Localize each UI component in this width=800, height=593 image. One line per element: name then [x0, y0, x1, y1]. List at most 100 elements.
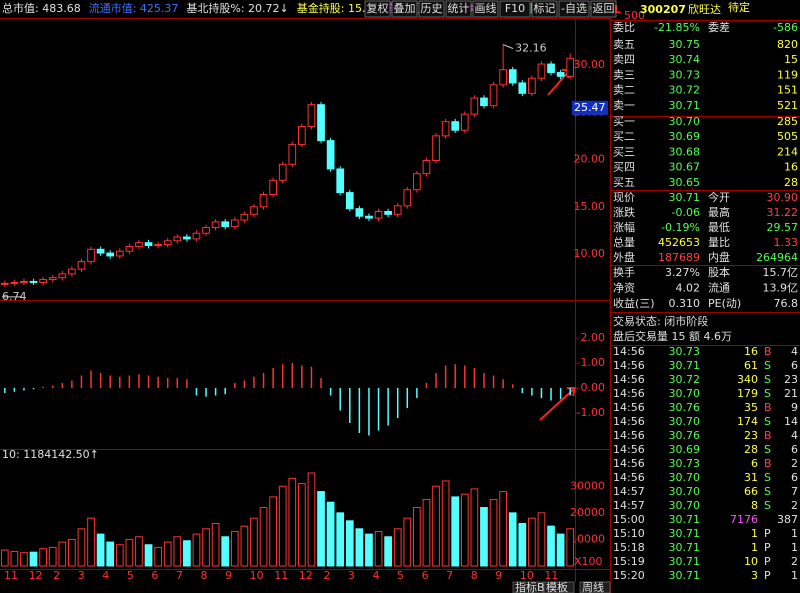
toolbar-button[interactable] [558, 0, 590, 18]
trade-count: 6 [791, 471, 798, 484]
volume-bar [39, 548, 47, 567]
trade-price: 30.72 [669, 373, 701, 386]
toolbar-label[interactable]: 复权 [367, 1, 389, 15]
date-label: 2 [53, 569, 60, 582]
candle-body [0, 282, 9, 285]
toolbar-button[interactable] [418, 0, 445, 18]
quote-value: 76.8 [774, 297, 799, 310]
trade-count: 14 [784, 415, 798, 428]
volume-bar [183, 540, 191, 567]
volume-bar [135, 536, 143, 567]
info-item: 流通市值: 425.37 [89, 1, 179, 15]
y-tick-label: 2.00 [581, 331, 606, 344]
candle-body [470, 97, 479, 115]
trade-volume: 174 [737, 415, 758, 428]
candle-body [460, 113, 469, 131]
trade-time: 14:56 [613, 401, 645, 414]
candle-body [432, 135, 440, 161]
toolbar-label[interactable]: 画线 [475, 1, 497, 15]
bottom-tab-label[interactable]: 指标B [515, 580, 545, 593]
volume-bar [240, 525, 249, 567]
quote-value: 4.02 [676, 282, 701, 295]
volume-bar [393, 528, 402, 567]
volume-bar [432, 485, 440, 567]
quote-label: 最高 [708, 205, 730, 219]
trade-side: B [764, 457, 772, 470]
trade-time: 14:56 [613, 345, 645, 358]
toolbar-button[interactable] [445, 0, 472, 18]
candle-body [374, 210, 383, 219]
book-volume: 521 [777, 99, 798, 112]
quote-value: -0.19% [661, 221, 700, 234]
volume-bar [192, 533, 201, 567]
book-price: 30.74 [669, 53, 701, 66]
toolbar-label[interactable]: 返回 [593, 2, 615, 15]
volume-bar [307, 472, 316, 567]
quote-label: PE(动) [708, 297, 741, 310]
trade-count: 1 [791, 541, 798, 554]
trade-price: 30.69 [669, 443, 701, 456]
date-label: 7 [446, 569, 453, 582]
bottom-tab[interactable] [512, 581, 544, 593]
stock-code: 300207 [640, 3, 686, 16]
volume-bar [163, 541, 172, 567]
volume-bar [0, 549, 9, 567]
toolbar-button[interactable] [590, 0, 617, 18]
book-label: 买一 [613, 115, 635, 128]
toolbar-label[interactable]: 标记 [534, 1, 556, 15]
y-tick-label: -1.00 [577, 406, 605, 419]
toolbar-label[interactable]: F10 [505, 2, 525, 15]
toolbar-label[interactable]: 叠加 [394, 2, 416, 15]
toolbar-label[interactable]: -自选 [561, 2, 587, 15]
quote-label: 收益(三) [613, 296, 655, 310]
trade-count: 4 [791, 429, 798, 442]
trade-volume: 340 [737, 373, 758, 386]
candle-body [39, 279, 47, 283]
candle-body [288, 143, 297, 165]
book-volume: 16 [784, 161, 798, 174]
trade-side: S [764, 373, 771, 386]
toolbar-label[interactable]: 统计 [448, 2, 470, 15]
volume-bar [345, 520, 354, 567]
info-item: 总市值: 483.68 [2, 1, 81, 15]
toolbar-button[interactable] [364, 0, 391, 18]
toolbar-button[interactable] [472, 0, 499, 18]
trade-time: 14:56 [613, 429, 645, 442]
trade-side: S [764, 415, 771, 428]
toolbar-label[interactable]: 历史 [421, 2, 443, 15]
toolbar-button[interactable] [531, 0, 558, 18]
trade-volume: 66 [744, 485, 758, 498]
trade-time: 14:56 [613, 373, 645, 386]
trade-time: 15:20 [613, 569, 645, 582]
candle-body [403, 189, 412, 207]
bottom-tab-label[interactable]: 周线 [582, 580, 604, 593]
date-label: 8 [201, 569, 208, 582]
volume-bar [365, 533, 373, 567]
bottom-tab[interactable] [543, 581, 575, 593]
date-label: 11 [274, 569, 288, 582]
bottom-tab[interactable] [579, 581, 611, 593]
candle-body [202, 227, 210, 234]
candle-body [345, 192, 354, 210]
trade-side: P [764, 555, 771, 568]
volume-bar [508, 512, 517, 567]
toolbar-button[interactable] [499, 0, 531, 18]
volume-bar [441, 480, 450, 567]
trade-time: 15:18 [613, 541, 645, 554]
book-price: 30.71 [669, 99, 701, 112]
quote-label: 股本 [708, 265, 730, 279]
candle-body [269, 179, 277, 195]
trade-volume: 31 [744, 471, 758, 484]
info-item: 基金持股: 15.93 [297, 1, 380, 15]
candle-body [518, 82, 527, 94]
toolbar-button[interactable] [391, 0, 418, 18]
trade-price: 30.71 [669, 555, 701, 568]
bottom-tab-label[interactable]: 模板 [546, 580, 568, 593]
trade-count: 1 [791, 527, 798, 540]
book-price: 30.67 [669, 161, 701, 174]
date-label: 8 [471, 569, 478, 582]
volume-bar [518, 522, 527, 567]
trade-price: 30.73 [669, 345, 701, 358]
